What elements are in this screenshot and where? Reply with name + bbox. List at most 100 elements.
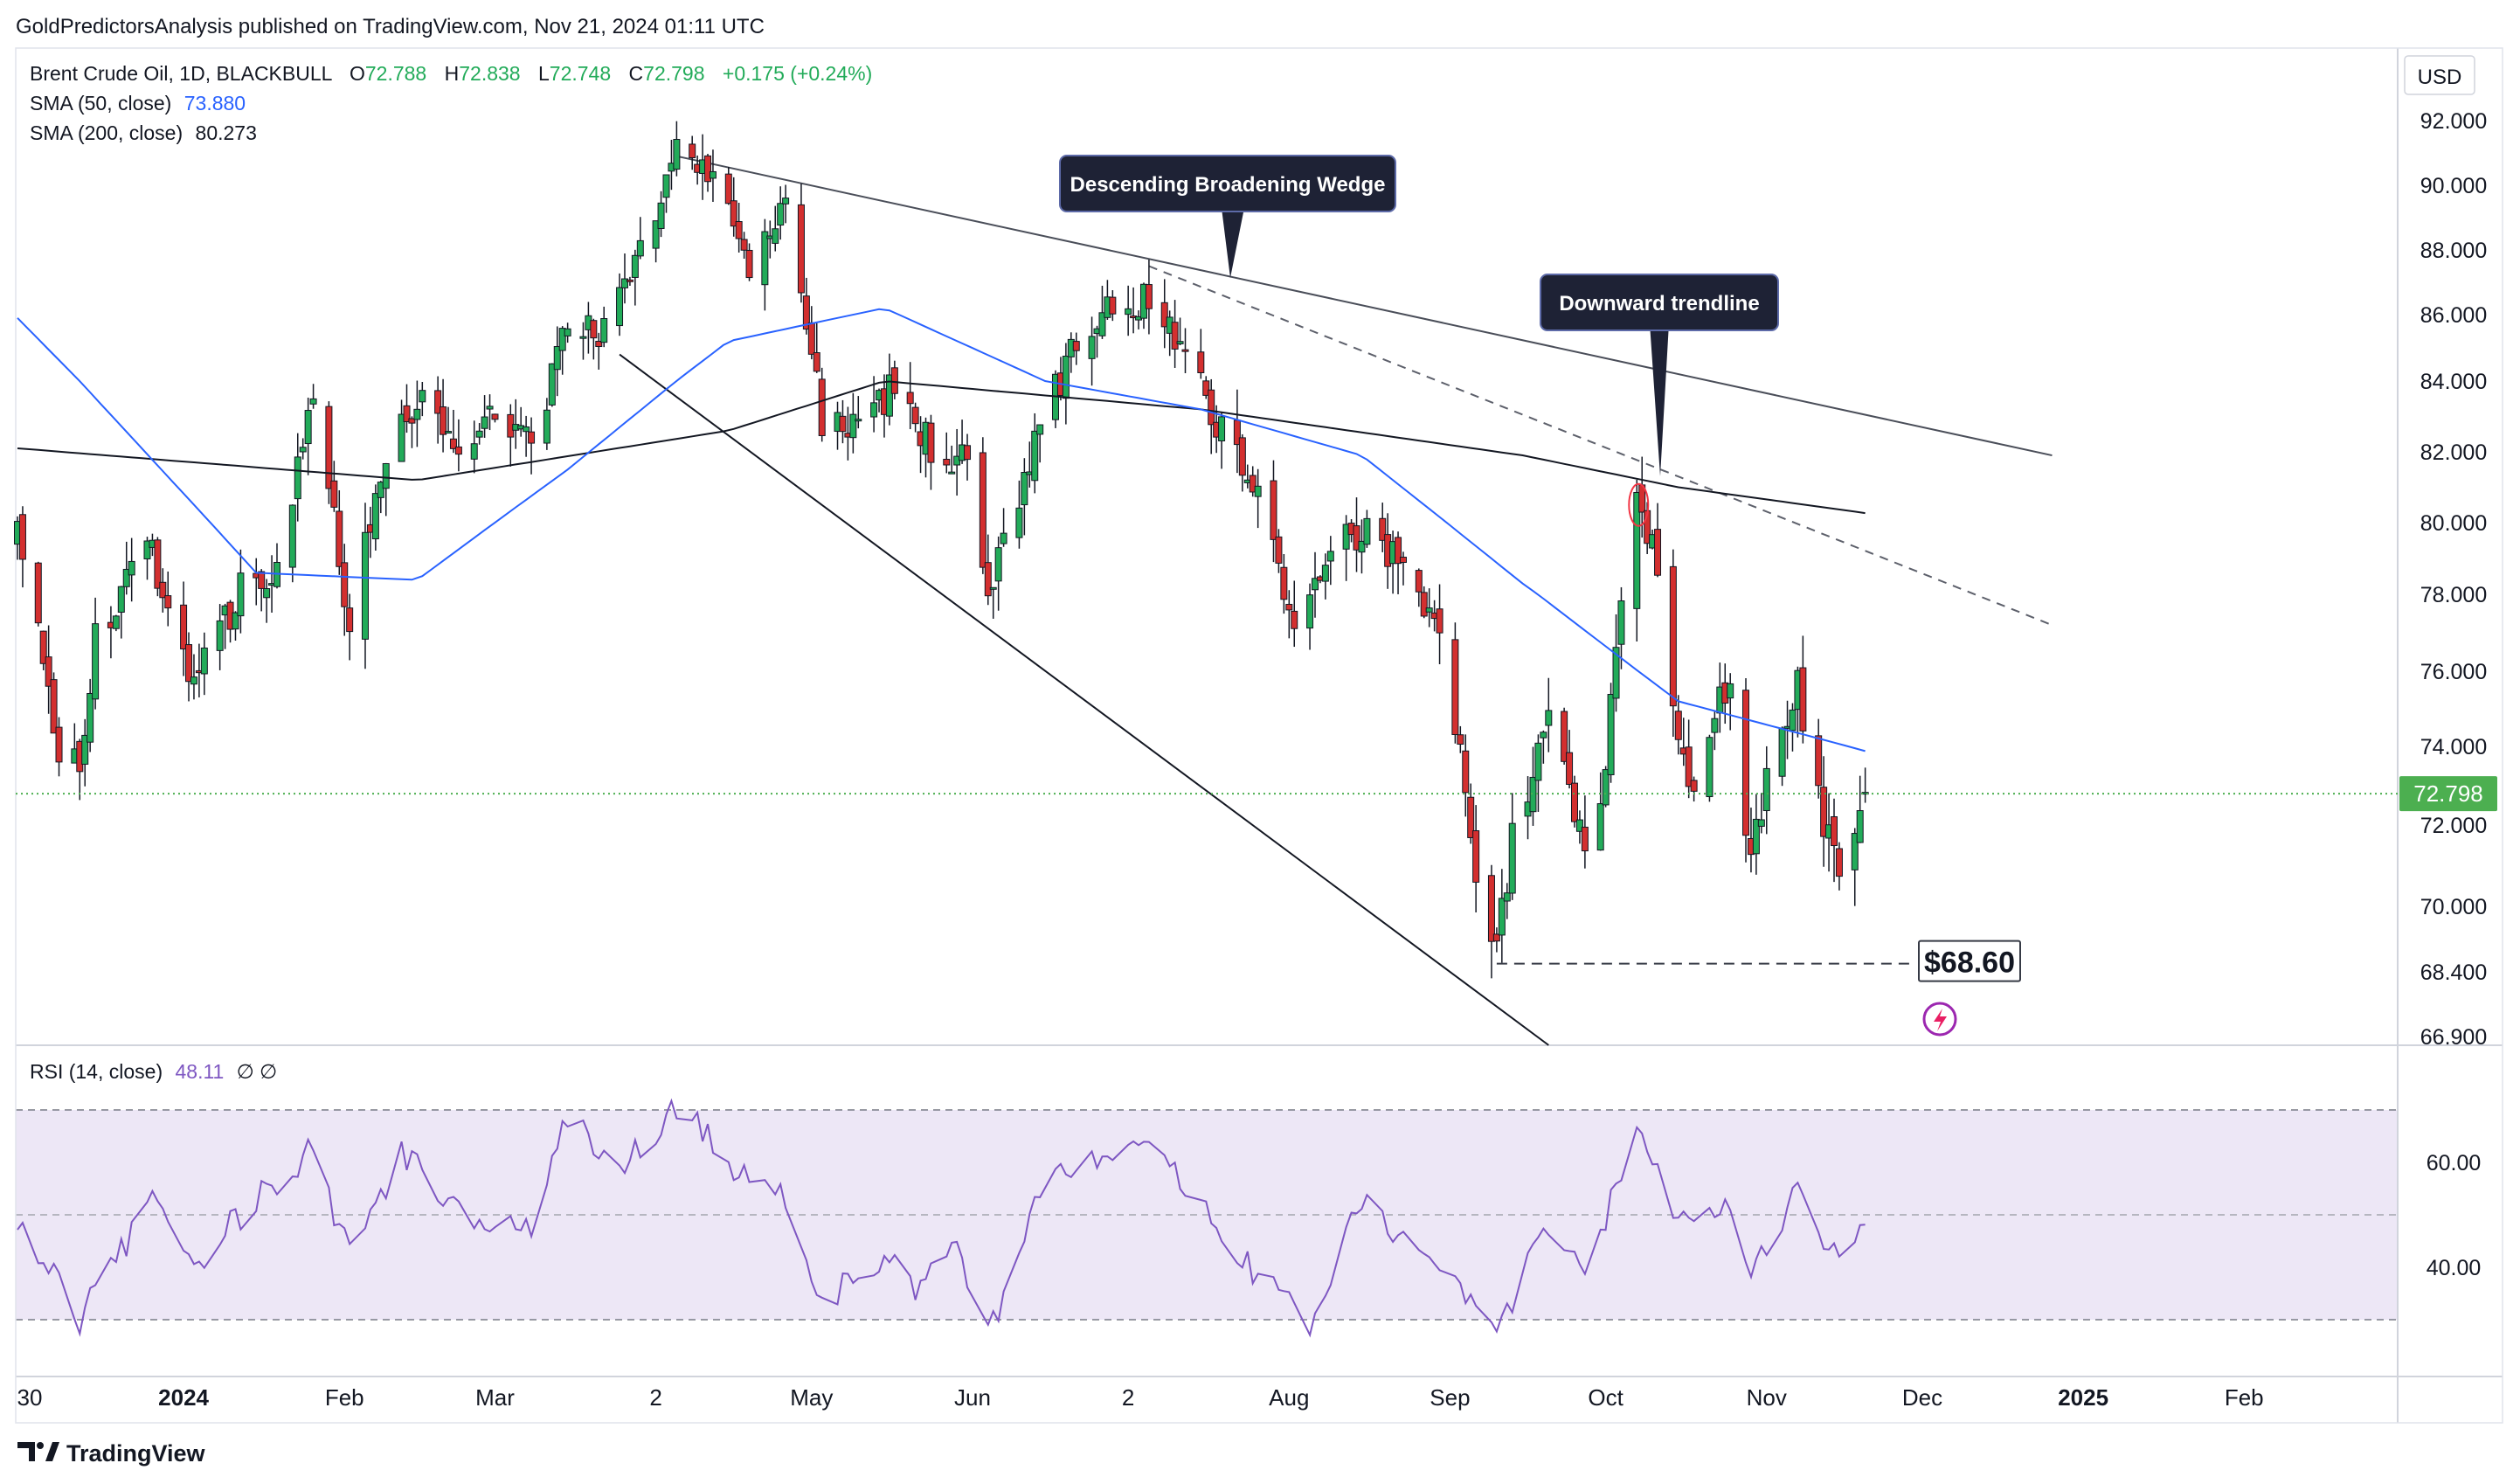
time-axis-label: Aug <box>1269 1384 1309 1411</box>
candle-body <box>1575 819 1583 832</box>
candle-body <box>1420 592 1428 617</box>
candle-body <box>1275 536 1283 564</box>
candle-body <box>558 328 566 351</box>
candle-body <box>122 568 130 587</box>
candle-body <box>1395 537 1402 565</box>
trendline-callout[interactable]: Downward trendline <box>1540 274 1779 476</box>
candle-body <box>288 504 296 568</box>
candle-body <box>159 581 167 599</box>
sma200-line <box>17 380 1866 515</box>
candle-body <box>1596 803 1604 851</box>
symbol-legend: Brent Crude Oil, 1D, BLACKBULL O72.788 H… <box>30 62 872 85</box>
candle-body <box>620 278 628 288</box>
candle-body <box>1690 780 1698 792</box>
time-axis[interactable]: 30 2024 Feb Mar 2 May Jun 2 Aug Sep Oct Nov Dec 2025 F… <box>17 1384 2264 1411</box>
candle-body <box>1072 341 1080 351</box>
candle-body <box>870 402 878 418</box>
candle-body <box>813 352 820 372</box>
candle-body <box>528 431 536 444</box>
candle-body <box>1031 430 1039 482</box>
sma200-value: 80.273 <box>196 121 257 144</box>
candle-body <box>989 586 997 590</box>
currency-label: USD <box>2418 66 2462 89</box>
candles <box>14 121 1869 979</box>
wedge-callout[interactable]: Descending Broadening Wedge <box>1059 155 1396 278</box>
candle-body <box>1752 818 1760 855</box>
candle-body <box>735 221 743 239</box>
candle-body <box>1503 892 1511 902</box>
candle-body <box>55 726 63 763</box>
candle-body <box>704 155 712 183</box>
time-axis-label: Jun <box>954 1384 991 1411</box>
candle-body <box>1762 767 1770 812</box>
time-axis-label: Nov <box>1747 1384 1787 1411</box>
candle-body <box>802 295 810 330</box>
candle-body <box>1820 787 1828 837</box>
time-axis-label: Feb <box>325 1384 364 1411</box>
candle-body <box>190 676 197 685</box>
price-tick-label: 74.000 <box>2420 735 2487 759</box>
currency-box[interactable]: USD <box>2404 55 2475 95</box>
sma200-label: SMA (200, close) <box>30 121 183 144</box>
support-label: $68.60 <box>1924 947 2015 980</box>
ohlc-high-value: 72.838 <box>459 62 520 85</box>
price-axis[interactable]: 92.000 90.000 88.000 86.000 84.000 82.000 80.0… <box>2420 109 2487 1050</box>
trendline-callout-label: Downward trendline <box>1559 292 1759 316</box>
time-axis-label: 2 <box>649 1384 661 1411</box>
candle-body <box>128 560 135 576</box>
candle-body <box>927 422 935 463</box>
candle-body <box>1742 690 1750 836</box>
candle-body <box>1534 742 1542 781</box>
peak-circle-marker <box>1628 482 1650 527</box>
candle-body <box>595 340 603 348</box>
candle-body <box>1415 570 1423 593</box>
candle-body <box>1602 769 1610 806</box>
candle-body <box>1487 875 1495 942</box>
price-tick-label: 80.000 <box>2420 511 2487 536</box>
candle-body <box>745 249 753 279</box>
tradingview-brand: TradingView <box>66 1440 206 1467</box>
candle-body <box>709 170 717 179</box>
published-line: GoldPredictorsAnalysis published on Trad… <box>16 15 765 38</box>
candle-body <box>662 174 670 198</box>
candle-body <box>1145 284 1153 309</box>
candle-body <box>689 143 696 159</box>
candle-body <box>87 692 94 743</box>
candle-body <box>636 239 644 257</box>
candle-body <box>470 443 478 460</box>
lightning-icon[interactable] <box>1922 1002 1957 1037</box>
ohlc-close-key: C <box>629 62 644 85</box>
candle-body <box>232 612 239 630</box>
candle-body <box>1571 782 1578 822</box>
candle-body <box>18 514 26 560</box>
candle-body <box>1492 933 1500 942</box>
candle-body <box>1727 683 1734 699</box>
change-value: +0.175 (+0.24%) <box>723 62 872 85</box>
candle-body <box>408 418 416 424</box>
candle-body <box>631 254 639 278</box>
rsi-axis[interactable]: 60.00 40.00 <box>2427 1151 2482 1280</box>
price-tick-label: 86.000 <box>2420 303 2487 328</box>
rsi-line <box>17 1098 1866 1338</box>
candle-body <box>454 446 462 455</box>
candle-body <box>309 398 317 405</box>
candle-body <box>657 202 665 229</box>
candle-body <box>906 392 914 405</box>
candle-body <box>1270 480 1277 540</box>
tradingview-logo[interactable]: TradingView <box>17 1440 206 1467</box>
tradingview-logo-icon <box>17 1442 35 1461</box>
candle-body <box>475 430 483 438</box>
candle-body <box>434 390 442 414</box>
support-label-box[interactable]: $68.60 <box>1918 940 2021 982</box>
candle-body <box>377 482 384 498</box>
candle-body <box>590 320 598 339</box>
candle-body <box>1353 525 1360 551</box>
candle-body <box>1457 734 1464 745</box>
candle-body <box>1425 607 1433 613</box>
candle-body <box>1326 551 1334 562</box>
chart-frame <box>15 47 2503 1424</box>
rsi-value: 48.11 <box>176 1060 225 1083</box>
candle-body <box>1566 752 1574 785</box>
candle-body <box>1835 848 1843 877</box>
ohlc-close-value: 72.798 <box>643 62 704 85</box>
